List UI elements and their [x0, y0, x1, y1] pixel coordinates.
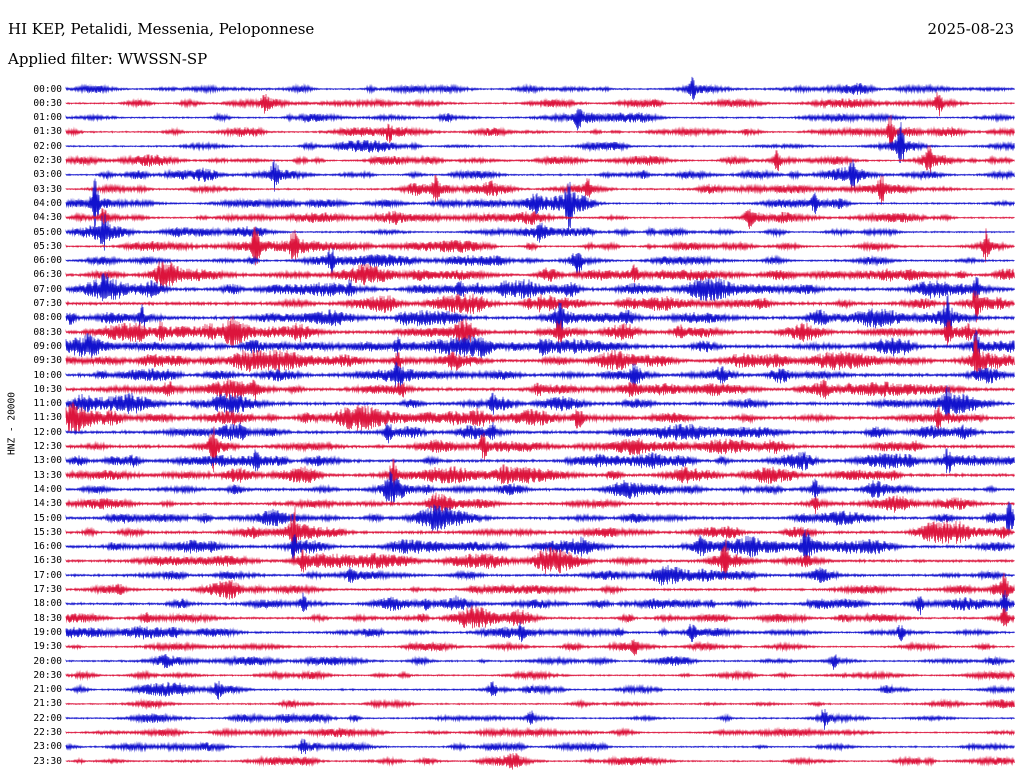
time-label: 06:30: [33, 269, 62, 281]
time-label: 18:00: [33, 598, 62, 610]
time-label: 16:00: [33, 541, 62, 553]
time-label: 14:00: [33, 483, 62, 495]
time-label: 08:00: [33, 312, 62, 324]
time-label: 05:00: [33, 226, 62, 238]
time-label: 20:30: [33, 669, 62, 681]
time-label: 00:30: [33, 97, 62, 109]
time-label: 19:00: [33, 626, 62, 638]
time-label: 03:30: [33, 183, 62, 195]
time-label: 17:30: [33, 584, 62, 595]
time-label: 05:30: [33, 240, 62, 252]
time-label: 17:00: [33, 569, 62, 581]
time-label: 23:00: [33, 741, 62, 753]
time-label: 08:30: [33, 326, 62, 338]
time-label: 10:30: [33, 383, 62, 395]
time-labels: 00:00 00:30 01:00 01:30 02:00 02:30 03:00 03:30…: [0, 0, 62, 780]
time-label: 10:00: [33, 369, 62, 381]
page-title: HI KEP, Petalidi, Messenia, Peloponnese: [8, 20, 315, 38]
time-label: 07:00: [33, 283, 62, 295]
time-label: 04:00: [33, 197, 62, 209]
time-label: 09:30: [33, 355, 62, 367]
time-label: 09:00: [33, 340, 62, 352]
time-label: 02:30: [33, 155, 62, 166]
time-label: 01:00: [33, 112, 62, 124]
time-label: 21:00: [33, 684, 62, 696]
time-label: 12:00: [33, 426, 62, 438]
time-label: 18:30: [33, 612, 62, 624]
time-label: 22:00: [33, 712, 62, 724]
time-label: 13:30: [33, 469, 62, 481]
time-label: 07:30: [33, 298, 62, 309]
time-label: 16:30: [33, 555, 62, 567]
time-label: 15:00: [33, 512, 62, 524]
time-label: 20:00: [33, 655, 62, 667]
time-label: 03:00: [33, 169, 62, 181]
time-label: 02:00: [33, 140, 62, 152]
time-label: 04:30: [33, 212, 62, 224]
time-label: 12:30: [33, 441, 62, 452]
time-label: 13:00: [33, 455, 62, 467]
filter-label: Applied filter: WWSSN-SP: [8, 50, 208, 68]
time-label: 11:00: [33, 398, 62, 410]
time-label: 00:00: [33, 83, 62, 95]
time-label: 14:30: [33, 498, 62, 510]
time-label: 22:30: [33, 727, 62, 738]
time-label: 23:30: [33, 755, 62, 767]
time-label: 19:30: [33, 641, 62, 653]
time-label: 06:00: [33, 255, 62, 267]
date-label: 2025-08-23: [927, 20, 1014, 38]
time-label: 01:30: [33, 126, 62, 138]
time-label: 21:30: [33, 698, 62, 710]
time-label: 15:30: [33, 526, 62, 538]
time-label: 11:30: [33, 412, 62, 424]
